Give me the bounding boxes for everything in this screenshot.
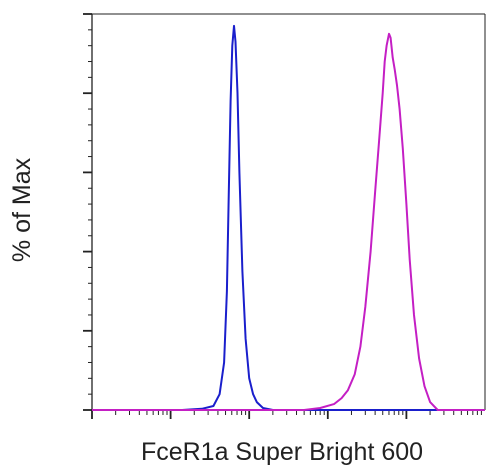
axis-ticks <box>83 13 482 419</box>
plot-axes <box>91 13 486 411</box>
series-curves <box>92 24 485 411</box>
series-1-curve <box>92 24 485 411</box>
series-2-curve <box>92 32 485 411</box>
y-axis-label: % of Max <box>8 157 36 262</box>
x-axis-label: FceR1a Super Bright 600 <box>141 438 423 466</box>
